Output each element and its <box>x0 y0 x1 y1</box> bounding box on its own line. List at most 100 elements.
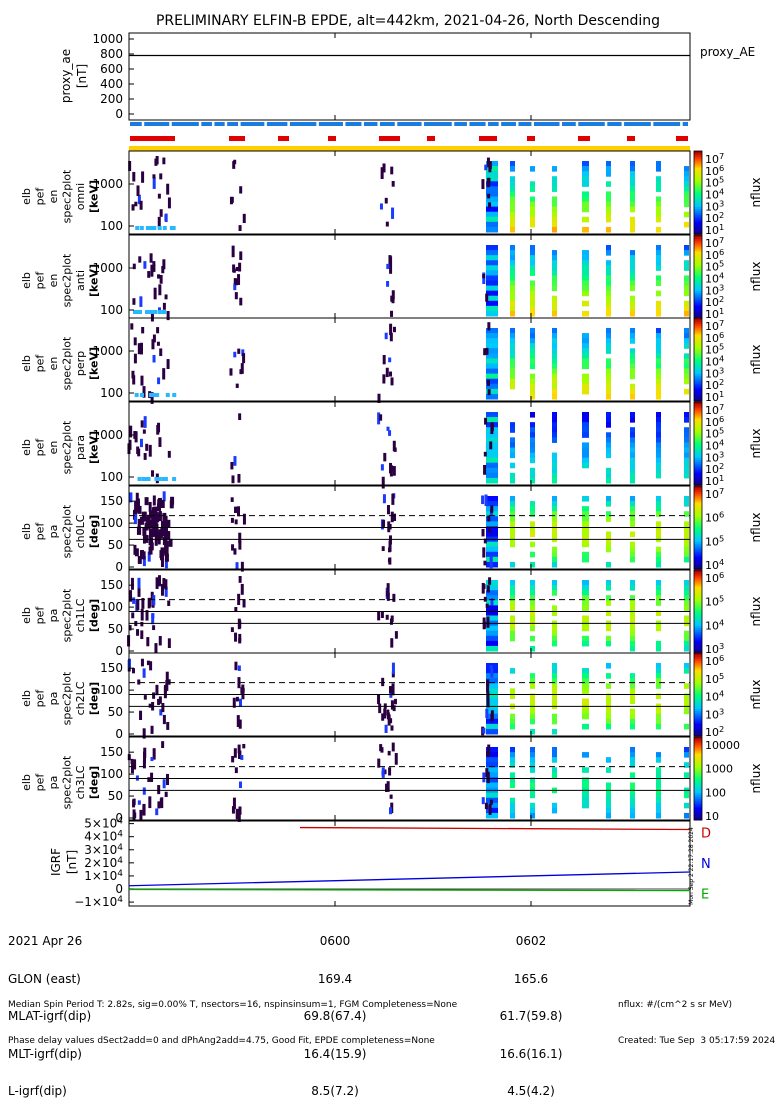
spectrogram-cell <box>630 393 635 400</box>
spectrogram-cell <box>630 417 635 423</box>
spectrogram-cell <box>630 447 635 454</box>
burst-cell <box>161 702 165 713</box>
spectrogram-cell <box>510 723 515 730</box>
spectrogram-cell <box>656 265 661 271</box>
spectrogram-cell <box>684 580 689 586</box>
spectrogram-cell <box>630 348 635 354</box>
colorbar-segment <box>694 276 702 280</box>
spectrogram-cell <box>656 802 661 809</box>
burst-cell <box>148 444 152 457</box>
burst-cell <box>390 638 394 648</box>
spectrogram-cell <box>630 521 635 527</box>
spectrogram-cell <box>510 245 515 251</box>
spectrogram-cell <box>630 280 635 287</box>
colorbar-tick-label: 10 <box>705 810 719 823</box>
burst-cell <box>161 741 165 749</box>
spectrogram-cell <box>606 472 611 479</box>
spectrogram-cell <box>530 728 535 735</box>
spectrogram-cell <box>552 640 557 647</box>
spectrogram-cell <box>530 166 535 172</box>
spectrogram-cell <box>630 250 635 256</box>
burst-cell <box>148 528 153 537</box>
burst-cell <box>163 686 167 699</box>
burst-cell <box>139 809 143 820</box>
spectrogram-cell <box>656 668 661 674</box>
panel-ylabel-line: elb <box>20 523 33 540</box>
burst-cell <box>128 625 132 631</box>
spectrogram-cell <box>606 181 611 187</box>
spectrogram-cell <box>684 452 689 459</box>
spectrogram-cell <box>486 333 498 339</box>
spectrogram-cell <box>656 348 661 354</box>
spectrogram-cell <box>684 595 689 601</box>
spectrogram-cell <box>530 432 535 438</box>
spectrogram-cell <box>486 412 498 418</box>
blue-status-segment <box>227 122 239 126</box>
spectrogram-cell <box>606 373 611 380</box>
spectrogram-cell <box>510 713 515 720</box>
burst-cell <box>490 668 494 678</box>
burst-cell <box>242 599 246 608</box>
spectrogram-cell <box>684 363 689 370</box>
colorbar-segment <box>694 525 702 528</box>
footer-units: nflux: #/(cm^2 s sr MeV) <box>618 1000 732 1010</box>
spectrogram-cell <box>684 432 689 438</box>
burst-cell <box>165 680 169 691</box>
spectrogram-cell <box>486 521 498 527</box>
burst-cell <box>384 332 388 340</box>
burst-cell <box>377 393 381 403</box>
colorbar-segment <box>694 671 702 675</box>
spectrogram-cell <box>552 255 557 261</box>
spectrogram-cell <box>510 363 515 370</box>
spectrogram-cell <box>552 388 557 395</box>
spectrogram-cell <box>656 196 661 203</box>
burst-cell <box>131 612 135 619</box>
spectrogram-cell <box>630 678 635 684</box>
burst-cell <box>481 179 485 190</box>
burst-cell <box>132 263 136 270</box>
spectrogram-cell <box>582 713 589 720</box>
burst-cell <box>152 524 157 533</box>
burst-cell <box>487 322 491 331</box>
burst-cell <box>235 808 239 820</box>
burst-cell <box>242 213 246 223</box>
pa-tick-label: 0 <box>115 727 123 741</box>
spectrogram-cell <box>656 546 661 553</box>
spectrogram-cell <box>530 442 535 448</box>
burst-cell <box>240 363 244 374</box>
burst-cell <box>160 797 164 809</box>
spectrogram-cell <box>582 506 589 512</box>
spectrogram-cell <box>486 812 498 819</box>
burst-cell <box>149 661 153 671</box>
colorbar-segment <box>694 307 702 311</box>
burst-cell <box>158 636 162 646</box>
burst-cell <box>166 531 171 540</box>
burst-cell <box>158 437 162 447</box>
colorbar-segment <box>694 416 702 420</box>
spectrogram-cell <box>510 595 515 601</box>
spectrogram-cell <box>606 541 611 548</box>
spectrogram-cell <box>684 501 689 507</box>
spectrogram-cell <box>486 767 498 773</box>
burst-cell <box>149 519 154 528</box>
spectrogram-cell <box>656 211 661 218</box>
colorbar-segment <box>694 542 702 545</box>
spectrogram-cell <box>582 275 589 281</box>
colorbar-segment <box>694 772 702 775</box>
spectrogram-cell <box>656 201 661 208</box>
colorbar-segment <box>694 253 702 257</box>
spectrogram-cell <box>630 792 635 799</box>
burst-cell <box>140 621 144 627</box>
colorbar-segment <box>694 396 702 400</box>
spectrogram-cell <box>606 531 611 538</box>
burst-cell <box>152 692 156 699</box>
colorbar-segment <box>694 696 702 700</box>
burst-cell <box>235 266 239 272</box>
burst-cell <box>158 696 162 704</box>
colorbar-frame <box>693 401 703 486</box>
blue-status-segment <box>240 122 265 126</box>
spectrogram-cell <box>486 728 498 735</box>
burst-cell <box>482 727 486 734</box>
burst-cell <box>384 724 388 733</box>
